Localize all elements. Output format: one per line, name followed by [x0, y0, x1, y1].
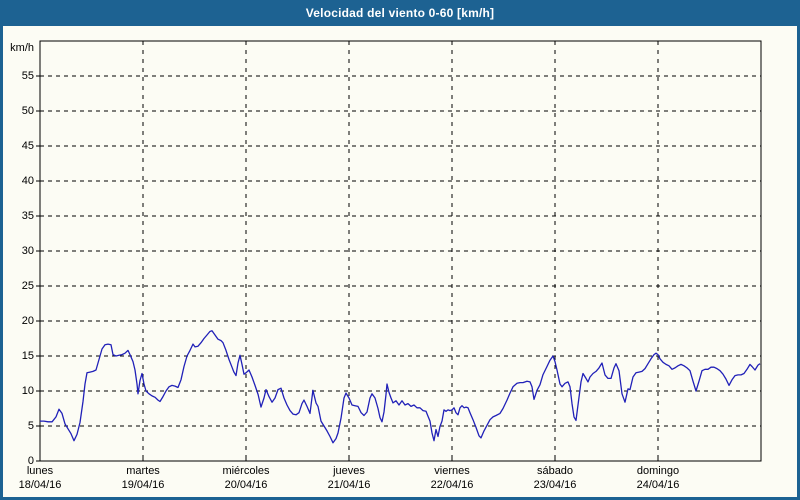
- y-tick-label: 5: [27, 420, 34, 432]
- x-day-label: miércoles: [222, 465, 270, 477]
- x-date-label: 21/04/16: [327, 479, 371, 491]
- x-day-label: sábado: [536, 465, 574, 477]
- x-day-label: jueves: [333, 465, 365, 477]
- x-date-label: 20/04/16: [224, 479, 268, 491]
- x-date-label: 18/04/16: [18, 479, 62, 491]
- y-tick-label: 45: [21, 140, 34, 152]
- x-day-label: domingo: [636, 465, 680, 477]
- x-date-label: 22/04/16: [430, 479, 474, 491]
- title-bar: Velocidad del viento 0-60 [km/h]: [3, 3, 797, 26]
- y-tick-label: 35: [21, 210, 34, 222]
- x-day-label: martes: [126, 465, 160, 477]
- y-tick-label: 20: [21, 315, 34, 327]
- chart-title: Velocidad del viento 0-60 [km/h]: [305, 6, 495, 20]
- x-date-label: 19/04/16: [121, 479, 165, 491]
- y-tick-label: 15: [21, 350, 34, 362]
- y-tick-label: 30: [21, 245, 34, 257]
- y-axis-unit-label: km/h: [10, 42, 34, 54]
- y-tick-label: 55: [21, 70, 34, 82]
- plot-border: [39, 40, 762, 462]
- y-tick-label: 25: [21, 280, 34, 292]
- y-tick-label: 40: [21, 175, 34, 187]
- y-tick-label: 50: [21, 105, 34, 117]
- y-tick-label: 10: [21, 385, 34, 397]
- x-date-label: 23/04/16: [533, 479, 577, 491]
- wind-speed-line: [40, 330, 761, 444]
- y-tick-label: 0: [27, 455, 34, 467]
- x-day-label: lunes: [26, 465, 54, 477]
- x-day-label: viernes: [434, 465, 470, 477]
- x-date-label: 24/04/16: [636, 479, 680, 491]
